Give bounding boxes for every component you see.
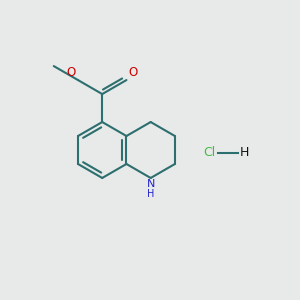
Text: H: H (239, 146, 249, 159)
Text: H: H (147, 189, 154, 199)
Text: N: N (146, 179, 155, 189)
Text: O: O (129, 66, 138, 79)
Text: O: O (66, 66, 76, 79)
Text: Cl: Cl (203, 146, 215, 159)
